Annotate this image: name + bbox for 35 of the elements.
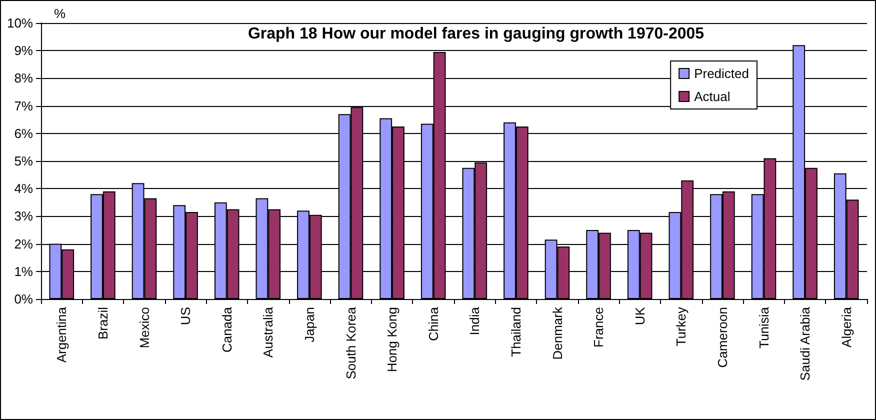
x-tick-label: Argentina <box>54 306 70 363</box>
x-tick-label: Canada <box>219 306 234 353</box>
x-tick-label: South Korea <box>343 306 358 380</box>
y-tick-label: 1% <box>14 264 34 279</box>
x-tick-label: China <box>426 306 441 341</box>
x-tick-label: Denmark <box>550 306 565 360</box>
legend-label: Predicted <box>694 66 749 81</box>
x-tick-label: France <box>591 307 606 348</box>
x-tick-label: Japan <box>302 307 317 342</box>
y-tick-label: 6% <box>14 126 34 141</box>
x-tick-label: India <box>467 306 482 336</box>
y-tick-label: 5% <box>14 154 34 168</box>
x-tick-label: Hong Kong <box>384 307 400 372</box>
x-tick-label: Saudi Arabia <box>798 306 813 381</box>
y-tick-label: 0% <box>14 292 34 306</box>
legend-label: Actual <box>694 89 730 104</box>
x-tick-label: UK <box>632 306 648 326</box>
chart-title: Graph 18 How our model fares in gauging growth 1970-2005 <box>248 26 704 42</box>
x-tick-label: Thailand <box>508 307 524 357</box>
x-tick-label: US <box>178 306 194 326</box>
x-tick-label: Mexico <box>136 307 152 348</box>
x-tick-label: Cameroon <box>714 307 730 368</box>
y-tick-label: 7% <box>14 98 34 114</box>
y-tick-label: 9% <box>14 43 34 58</box>
y-tick-label: 2% <box>14 236 34 252</box>
x-tick-label: Algeria <box>838 306 854 348</box>
x-tick-label: Brazil <box>95 306 110 340</box>
x-tick-label: Tunisia <box>756 306 772 348</box>
x-tick-label: Australia <box>260 306 276 358</box>
y-tick-label: 4% <box>14 181 34 196</box>
y-axis-title: % <box>54 6 66 21</box>
y-tick-label: 3% <box>14 208 34 224</box>
x-tick-label: Turkey <box>674 306 689 346</box>
y-tick-label: 8% <box>14 70 34 86</box>
y-tick-label: 10% <box>6 16 34 30</box>
